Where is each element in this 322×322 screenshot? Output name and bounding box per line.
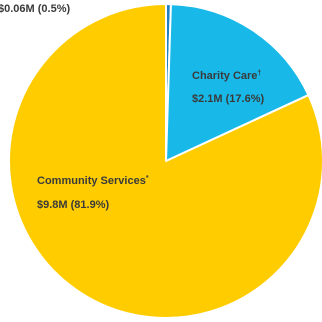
- pie-slice-community: [8, 3, 322, 319]
- pie-slice-charity: [165, 3, 310, 162]
- pie-slices: [8, 3, 322, 319]
- slice-community-value-label: $9.8M (81.9%): [37, 199, 109, 211]
- slice-charity-name-label: Charity Care†: [192, 70, 261, 82]
- slice-other-value-label: $0.06M (0.5%): [0, 3, 70, 15]
- slice-charity-value-label: $2.1M (17.6%): [192, 93, 264, 105]
- slice-community-name-label: Community Services*: [37, 175, 149, 187]
